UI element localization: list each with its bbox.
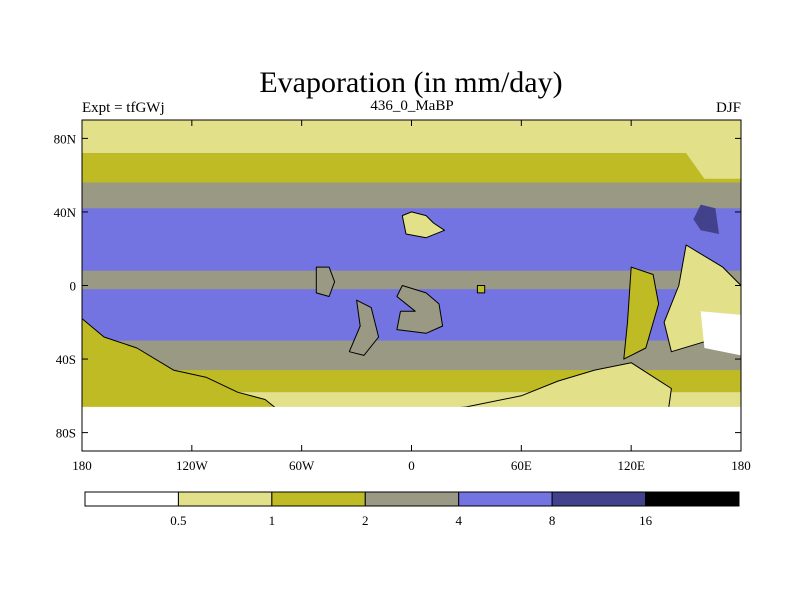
x-tick-label: 120W xyxy=(176,458,209,473)
y-tick-label: 0 xyxy=(70,279,77,294)
x-tick-label: 180 xyxy=(731,458,751,473)
region-small-island-east xyxy=(476,285,486,294)
x-tick-label: 180 xyxy=(72,458,92,473)
colorbar-label: 8 xyxy=(549,513,556,528)
chart-title: Evaporation (in mm/day) xyxy=(259,66,562,99)
colorbar-swatch-5 xyxy=(551,491,647,507)
region-equatorial-island-west xyxy=(315,266,336,297)
map-plot-area xyxy=(81,119,742,452)
colorbar-label: 0.5 xyxy=(170,513,186,528)
colorbar-swatch-2 xyxy=(271,491,366,507)
region-northeast-coast xyxy=(693,204,719,234)
y-tick-label: 80N xyxy=(54,131,77,146)
region-south-polar xyxy=(82,406,741,451)
x-tick-label: 120E xyxy=(617,458,645,473)
region-equatorial-island-east xyxy=(396,285,444,334)
colorbar-swatch-0 xyxy=(84,491,179,507)
y-tick-label: 40N xyxy=(54,205,77,220)
map-content xyxy=(82,120,741,451)
map-axes: 180 120W 60W 0 60E 120E 180 80N 40N 0 40S 80S xyxy=(54,120,751,473)
time-label: 436_0_MaBP xyxy=(370,98,453,114)
experiment-label: Expt = tfGWj xyxy=(82,100,165,116)
colorbar-swatch-1 xyxy=(177,491,273,507)
y-tick-label: 40S xyxy=(56,352,76,367)
y-tick-label: 80S xyxy=(56,426,76,441)
colorbar-label: 4 xyxy=(455,513,462,528)
region-eastern-land-south xyxy=(700,311,741,356)
colorbar-swatch-6 xyxy=(645,491,740,507)
colorbar-label: 16 xyxy=(639,513,653,528)
x-tick-label: 60E xyxy=(511,458,532,473)
zonal-band-2 xyxy=(82,182,741,209)
colorbar-swatch-3 xyxy=(364,491,460,507)
colorbar-label: 1 xyxy=(269,513,276,528)
region-arctic-island xyxy=(686,127,741,179)
colorbar-swatch-4 xyxy=(458,491,553,507)
season-label: DJF xyxy=(716,100,741,116)
region-pangea-east-coast xyxy=(623,266,660,360)
colorbar-label: 2 xyxy=(362,513,369,528)
region-northern-continent xyxy=(401,211,445,239)
colorbar: 0.5 1 2 4 8 16 xyxy=(84,491,740,528)
region-equatorial-island-mid xyxy=(348,299,380,356)
zonal-band-4 xyxy=(82,270,741,290)
x-tick-label: 60W xyxy=(289,458,315,473)
zonal-band-1 xyxy=(82,153,741,183)
x-tick-label: 0 xyxy=(408,458,415,473)
